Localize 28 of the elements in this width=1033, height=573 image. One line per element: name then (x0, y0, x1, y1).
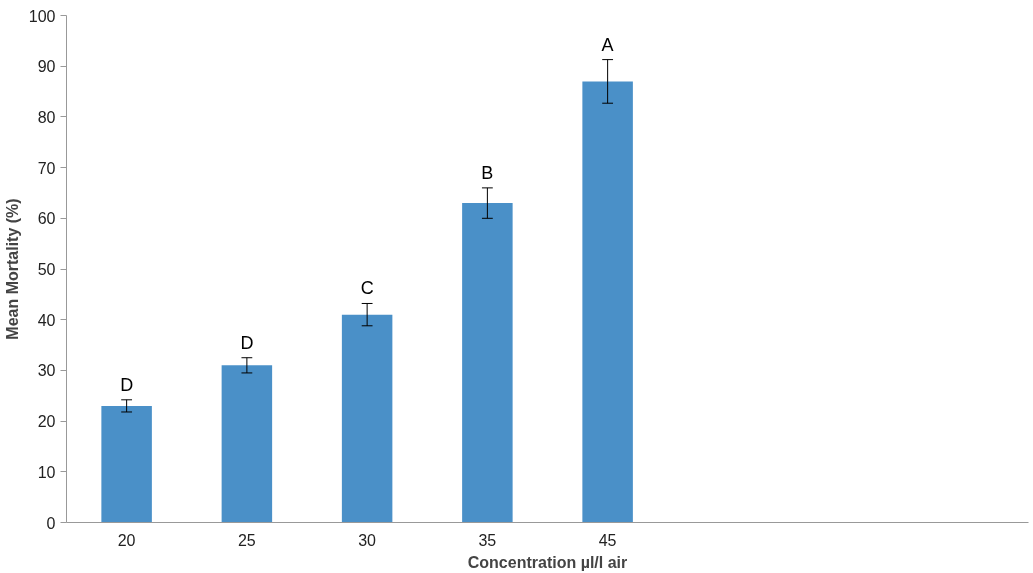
y-tick-label: 60 (37, 210, 56, 228)
annotation: C (360, 278, 374, 299)
y-tick-label: 50 (37, 261, 56, 278)
x-axis-title: Concentration µl/l air (467, 553, 628, 571)
x-tick-label: 30 (358, 531, 377, 549)
annotation: B (481, 162, 494, 183)
bar (341, 314, 393, 523)
bar (101, 405, 152, 523)
y-tick-label: 100 (28, 7, 56, 25)
annotation: A (601, 34, 614, 55)
y-tick-label: 80 (37, 108, 56, 126)
x-tick-label: 35 (478, 531, 497, 549)
y-tick-label: 30 (37, 362, 56, 380)
x-tick-label: 45 (598, 531, 617, 549)
y-tick-label: 70 (37, 159, 56, 177)
y-tick-label: 40 (37, 311, 56, 329)
y-tick-label: 10 (37, 463, 56, 481)
annotation: D (120, 374, 134, 395)
bar (582, 81, 633, 523)
x-tick-label: 20 (117, 531, 136, 549)
y-tick-label: 20 (37, 413, 56, 431)
bar (462, 203, 513, 523)
bar (221, 365, 273, 523)
x-tick-label: 25 (237, 531, 256, 549)
y-tick-label: 0 (46, 514, 56, 532)
annotation: D (240, 332, 254, 353)
y-tick-label: 90 (37, 58, 56, 76)
y-axis-title: Mean Mortality (%) (3, 198, 21, 340)
